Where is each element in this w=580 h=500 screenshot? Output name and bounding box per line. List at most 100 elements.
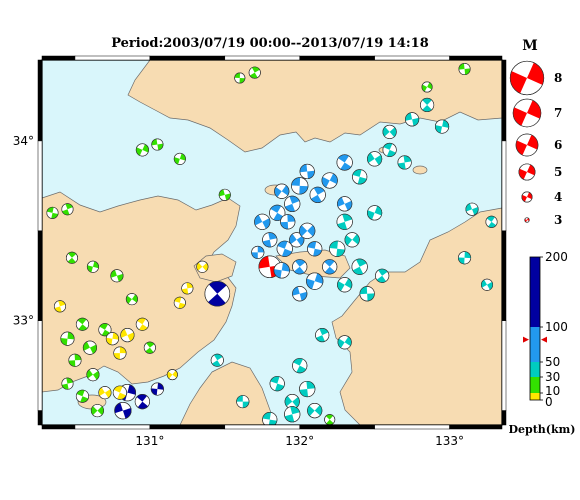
magnitude-legend-symbol xyxy=(509,60,545,96)
epicenter-beachball xyxy=(75,389,89,403)
epicenter-beachball xyxy=(61,203,74,216)
epicenter-beachball xyxy=(284,406,301,423)
epicenter-beachball xyxy=(196,260,209,273)
epicenter-beachball xyxy=(65,251,78,264)
epicenter-beachball xyxy=(113,346,127,360)
magnitude-legend-symbol xyxy=(512,98,542,128)
epicenter-beachball xyxy=(181,282,194,295)
epicenter-beachball xyxy=(143,341,156,354)
epicenter-beachball xyxy=(46,206,59,219)
epicenter-beachball xyxy=(352,169,368,185)
epicenter-beachball xyxy=(125,293,138,306)
epicenter-beachball xyxy=(458,62,471,76)
frame-bar-top xyxy=(149,55,226,61)
epicenter-beachball xyxy=(465,202,479,216)
epicenter-beachball xyxy=(105,332,119,346)
epicenter-beachball xyxy=(307,403,323,419)
epicenter-beachball xyxy=(420,97,435,113)
epicenter-beachball xyxy=(75,317,89,331)
epicenter-beachball xyxy=(292,259,308,275)
epicenter-beachball xyxy=(234,72,246,84)
epicenter-beachball xyxy=(421,81,433,93)
epicenter-beachball xyxy=(274,183,290,199)
land-honshu xyxy=(127,59,503,153)
depth-tick-label: 10 xyxy=(545,384,560,398)
epicenter-beachball xyxy=(236,395,250,409)
epicenter-beachball xyxy=(336,154,353,171)
epicenter-beachball xyxy=(367,151,383,167)
magnitude-legend-label: 6 xyxy=(554,138,562,152)
epicenter-beachball xyxy=(329,240,346,257)
epicenter-beachball xyxy=(367,205,383,221)
epicenter-beachball xyxy=(254,213,271,230)
epicenter-beachball xyxy=(299,163,315,180)
epicenter-beachball xyxy=(110,269,124,283)
magnitude-legend-symbol xyxy=(521,191,533,203)
frame-bar-left xyxy=(37,140,43,232)
epicenter-beachball xyxy=(292,286,308,302)
epicenter-beachball xyxy=(218,188,231,201)
epicenter-beachball xyxy=(273,262,290,279)
epicenter-beachball xyxy=(98,386,112,400)
depth-band xyxy=(530,393,540,400)
depth-band xyxy=(530,377,540,393)
lon-tick-label: 131° xyxy=(135,434,164,448)
epicenter-beachball xyxy=(276,240,293,257)
epicenter-beachball xyxy=(299,222,316,239)
epicenter-beachball xyxy=(251,245,265,259)
epicenter-beachball xyxy=(120,328,135,343)
frame-bar-top xyxy=(299,55,375,61)
magnitude-legend-label: 4 xyxy=(554,190,562,204)
epicenter-beachball xyxy=(166,369,178,381)
depth-band xyxy=(530,362,540,377)
frame-bar-right xyxy=(501,140,507,232)
epicenter-beachball xyxy=(344,232,360,248)
epicenter-beachball xyxy=(90,404,104,418)
epicenter-beachball xyxy=(375,268,390,283)
magnitude-legend: M 8 7 6 5 4 3 xyxy=(509,38,562,227)
magnitude-legend-label: 7 xyxy=(554,106,562,120)
frame-bar-bottom xyxy=(41,424,76,430)
epicenter-beachball xyxy=(82,340,98,355)
magnitude-legend-label: 5 xyxy=(554,165,562,179)
land-shikoku xyxy=(331,207,503,426)
epicenter-beachball xyxy=(135,143,149,157)
epicenter-beachball xyxy=(53,300,67,313)
epicenter-beachball xyxy=(324,414,336,426)
epicenter-beachball xyxy=(289,232,305,248)
epicenter-beachball xyxy=(173,152,186,165)
epicenter-beachball xyxy=(405,112,420,127)
epicenter-beachball xyxy=(262,232,278,248)
frame-bar-bottom xyxy=(374,424,450,430)
epicenter-beachball xyxy=(435,119,450,134)
frame-bar-left xyxy=(37,59,43,142)
map-frame xyxy=(37,55,507,430)
epicenter-beachball xyxy=(458,251,472,265)
epicenter-beachball xyxy=(112,385,127,400)
lat-tick-label: 33° xyxy=(13,314,34,328)
epicenter-beachball xyxy=(134,394,150,410)
epicenter-beachball xyxy=(322,259,338,275)
frame-bar-bottom xyxy=(149,424,226,430)
lat-tick-label: 34° xyxy=(13,134,34,148)
magnitude-legend-label: 8 xyxy=(554,71,562,85)
epicenter-beachball xyxy=(480,278,494,291)
epicenter-beachball xyxy=(284,195,301,212)
epicenter-beachball xyxy=(210,353,224,367)
frame-bar-top xyxy=(374,55,450,61)
epicenter-beachball xyxy=(382,142,397,157)
epicenter-beachball xyxy=(262,412,278,428)
epicenter-beachball xyxy=(485,215,498,228)
frame-bar-top xyxy=(224,55,300,61)
depth-band xyxy=(530,327,540,362)
land-kunisaki xyxy=(193,253,237,283)
magnitude-legend-symbol xyxy=(515,133,539,157)
frame-bar-left xyxy=(37,410,43,426)
epicenter-beachball xyxy=(60,331,75,346)
frame-bar-top xyxy=(449,55,503,61)
epicenter-beachball xyxy=(135,317,149,331)
frame-bar-top xyxy=(74,55,151,61)
epicenter-beachball xyxy=(337,335,352,350)
epicenter-beachball xyxy=(86,260,99,273)
frame-bar-bottom xyxy=(449,424,503,430)
